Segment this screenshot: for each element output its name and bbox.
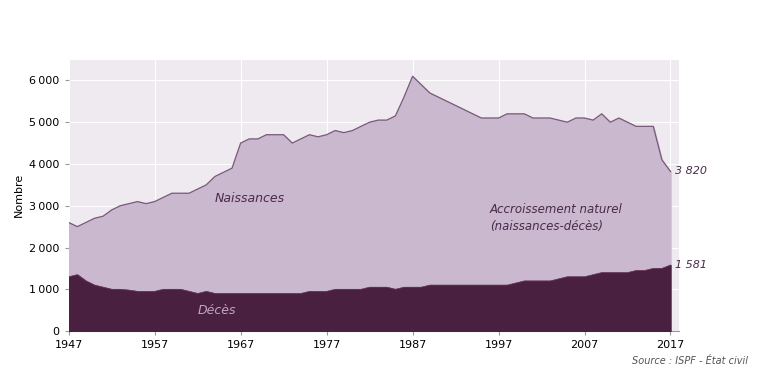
Text: 1 581: 1 581: [674, 260, 707, 270]
Text: Source : ISPF - État civil: Source : ISPF - État civil: [632, 356, 748, 366]
Text: Accroissement naturel
(naissances-décès): Accroissement naturel (naissances-décès): [490, 203, 623, 233]
Text: Graph.2 - ÉVOLUTION DES NAISSANCES ET DES DÉCÈS: Graph.2 - ÉVOLUTION DES NAISSANCES ET DE…: [171, 15, 592, 31]
Text: Décès: Décès: [198, 304, 236, 317]
Text: Naissances: Naissances: [215, 192, 285, 205]
Text: 3 820: 3 820: [674, 167, 707, 176]
Y-axis label: Nombre: Nombre: [14, 173, 24, 217]
